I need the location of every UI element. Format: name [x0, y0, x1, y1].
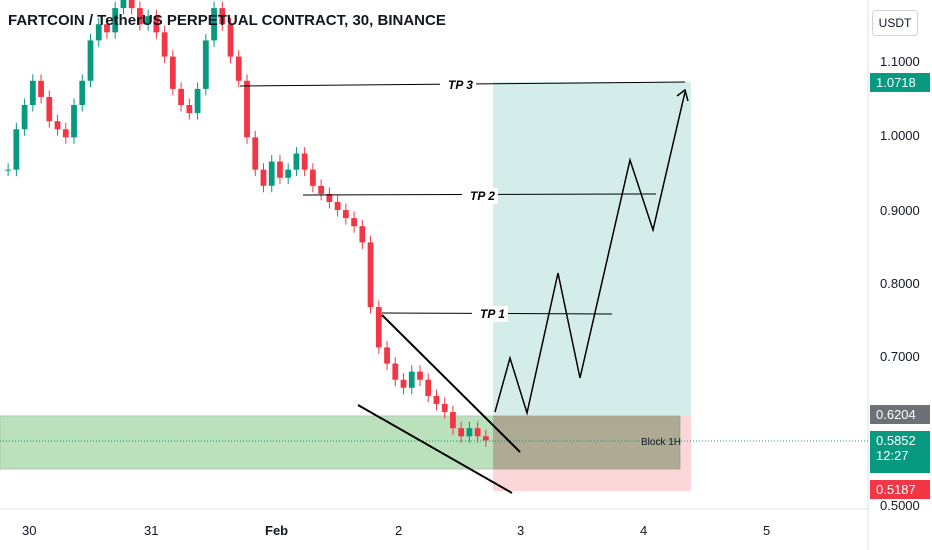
- candle-body: [408, 371, 415, 388]
- candle-body: [153, 16, 160, 33]
- candle-body: [219, 8, 226, 25]
- candle-body: [367, 242, 374, 308]
- candle-body: [112, 8, 119, 33]
- candle-body: [79, 80, 86, 106]
- candle-body: [260, 169, 267, 186]
- candle-body: [285, 169, 292, 178]
- candle-body: [194, 88, 201, 114]
- price-tag-tp3: 1.0718: [870, 73, 930, 92]
- candle-body: [235, 56, 242, 81]
- candle-body: [474, 428, 481, 437]
- target-zone: [493, 82, 691, 416]
- candle-body: [178, 88, 184, 106]
- candle-body: [351, 218, 357, 227]
- candle-body: [458, 428, 465, 437]
- candle-body: [120, 0, 127, 9]
- candle-body: [318, 185, 325, 194]
- candle-body: [21, 105, 28, 130]
- candle-body: [417, 371, 423, 380]
- candle-body: [268, 161, 275, 186]
- candle-body: [161, 32, 168, 57]
- block-overlay: [493, 416, 680, 469]
- tp3-label: TP 3: [448, 78, 473, 92]
- candle-body: [392, 363, 399, 380]
- price-tag-stop: 0.5187: [870, 480, 930, 499]
- candle-body: [13, 129, 20, 170]
- tp1-label-bg: [472, 306, 508, 322]
- candle-body: [211, 8, 217, 41]
- candle-body: [62, 129, 69, 138]
- y-tick: 0.7000: [880, 349, 920, 364]
- chart-title: FARTCOIN / TetherUS PERPETUAL CONTRACT, …: [8, 12, 446, 29]
- projection-path: [494, 91, 686, 416]
- candle-body: [252, 137, 259, 170]
- candle-body: [482, 436, 489, 441]
- candle-body: [326, 193, 333, 202]
- x-tick: 3: [517, 523, 524, 538]
- candle-body: [145, 16, 152, 25]
- candle-body: [375, 307, 382, 348]
- candle-body: [128, 0, 135, 9]
- candle-body: [244, 80, 250, 138]
- candle-body: [38, 80, 44, 97]
- candle-body: [54, 121, 61, 130]
- x-tick: 30: [22, 523, 36, 538]
- currency-selector[interactable]: USDT: [872, 10, 918, 36]
- candle-body: [71, 105, 77, 138]
- tp2-label-bg: [462, 188, 498, 204]
- candle-body: [137, 8, 143, 25]
- demand-zone-box: [0, 415, 681, 470]
- candle-body: [202, 40, 209, 89]
- current-price-value: 0.5852: [876, 433, 916, 448]
- x-tick: 5: [763, 523, 770, 538]
- projection-arrowhead: [676, 88, 689, 102]
- candle-body: [5, 169, 12, 171]
- candle-body: [104, 24, 110, 33]
- y-tick: 1.1000: [880, 54, 920, 69]
- candle-body: [169, 56, 176, 89]
- candle-body: [359, 226, 366, 243]
- tp1-label: TP 1: [480, 307, 505, 321]
- candle-body: [227, 24, 234, 57]
- candle-body: [450, 412, 456, 429]
- candle-body: [95, 24, 102, 41]
- candle-body: [293, 153, 300, 170]
- candle-body: [46, 96, 53, 122]
- x-tick: 4: [640, 523, 647, 538]
- price-tag-entry: 0.6204: [870, 405, 930, 424]
- candle-body: [29, 80, 36, 106]
- wedge-lower-line: [357, 404, 513, 494]
- candle-body: [425, 379, 432, 396]
- candle-body: [384, 347, 390, 364]
- zone-label: Block 1H: [641, 437, 681, 448]
- y-tick: 0.5000: [880, 498, 920, 513]
- candle-body: [433, 395, 440, 404]
- x-tick: 2: [395, 523, 402, 538]
- candle-body: [301, 153, 308, 170]
- candle-body: [186, 105, 193, 114]
- y-tick: 1.0000: [880, 128, 920, 143]
- countdown-timer: 12:27: [876, 448, 909, 463]
- candle-body: [441, 403, 448, 413]
- candle-body: [310, 169, 316, 186]
- candle-body: [466, 428, 473, 437]
- tp3-label-bg: [440, 76, 476, 92]
- candles-group: [5, 0, 489, 447]
- x-tick: 31: [144, 523, 158, 538]
- y-tick: 0.8000: [880, 276, 920, 291]
- price-tag-current: 0.5852 12:27: [870, 431, 930, 473]
- candle-body: [87, 40, 94, 81]
- tp2-label: TP 2: [470, 189, 495, 203]
- candle-body: [334, 201, 341, 211]
- wedge-upper-line: [381, 314, 521, 453]
- candle-body: [277, 161, 283, 178]
- stop-zone: [493, 416, 691, 491]
- y-tick: 0.9000: [880, 203, 920, 218]
- candle-body: [342, 210, 349, 219]
- candle-body: [400, 379, 407, 388]
- x-tick: Feb: [265, 523, 288, 538]
